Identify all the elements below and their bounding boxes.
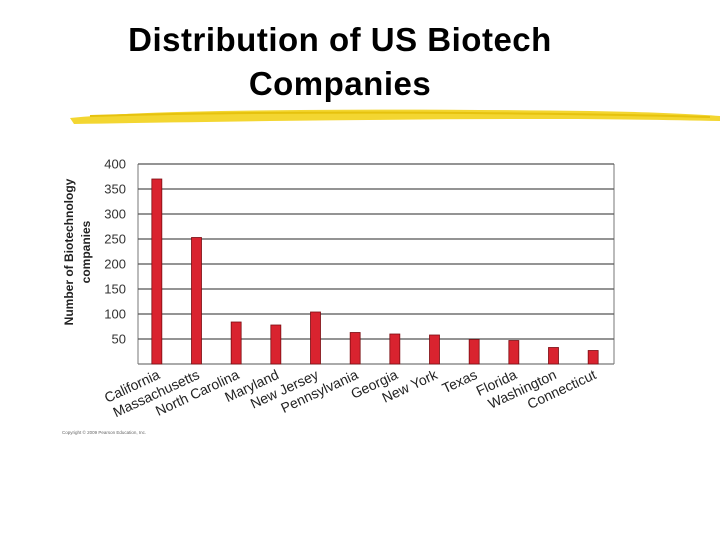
y-tick-label-350: 350 [104, 182, 126, 197]
bar-new-jersey [310, 311, 321, 365]
y-tick-label-50: 50 [112, 332, 126, 347]
y-tick-label-200: 200 [104, 257, 126, 272]
bar-massachusetts [191, 237, 202, 365]
title-line-1: Distribution of US Biotech [128, 21, 552, 58]
title-line-2: Companies [248, 65, 432, 102]
bar-north-carolina [230, 321, 242, 365]
bar-texas [468, 339, 480, 365]
y-tick-label-400: 400 [104, 157, 126, 172]
bar-california [151, 178, 163, 365]
title-underline-brush [70, 109, 720, 124]
bar-connecticut [587, 350, 599, 365]
y-tick-label-250: 250 [104, 232, 126, 247]
y-tick-label-300: 300 [104, 207, 126, 222]
x-tick-label-texas: Texas [440, 366, 480, 396]
bar-georgia [389, 333, 401, 365]
bar-maryland [270, 324, 282, 365]
bar-new-york [429, 334, 440, 365]
y-axis-label-line-1: Number of Biotechnology [62, 178, 76, 325]
y-tick-label-150: 150 [104, 282, 126, 297]
bar-florida [508, 340, 520, 365]
bar-washington [548, 347, 559, 365]
slide-title: Distribution of US Biotech Companies [40, 18, 640, 106]
y-tick-label-100: 100 [104, 307, 126, 322]
bar-pennsylvania [349, 332, 361, 365]
y-axis-label-line-2: companies [79, 220, 93, 283]
copyright-notice: Copyright © 2009 Pearson Education, Inc. [62, 430, 147, 435]
